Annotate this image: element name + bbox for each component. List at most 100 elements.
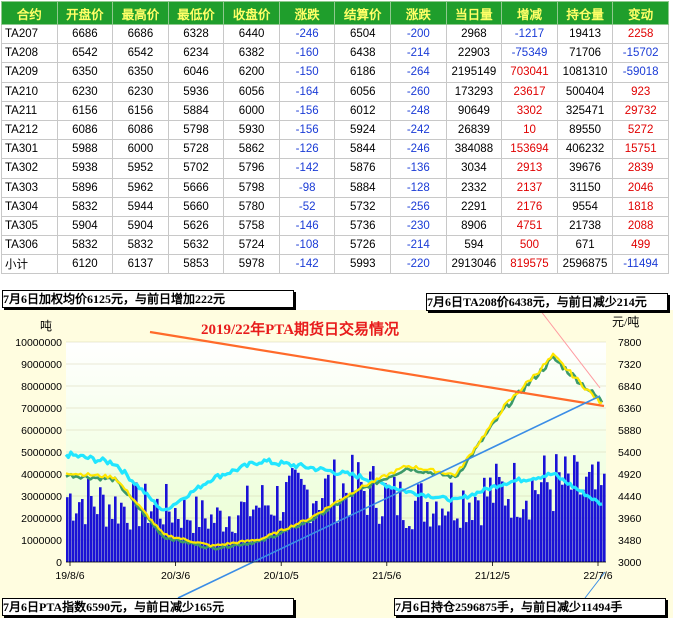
- table-cell: 2839: [612, 158, 669, 179]
- table-cell: 6086: [56, 119, 114, 141]
- left-tick-label: 2000000: [21, 513, 62, 525]
- table-cell: 500: [501, 235, 558, 256]
- volume-bar: [240, 501, 243, 562]
- table-cell: 5884: [334, 177, 392, 198]
- table-cell: 5988: [56, 139, 114, 160]
- table-cell: 6186: [334, 62, 392, 83]
- volume-bar: [99, 487, 102, 562]
- series-line: [65, 352, 603, 548]
- table-cell: TA305: [1, 215, 58, 237]
- table-cell: -248: [390, 100, 447, 121]
- volume-bar: [483, 477, 486, 562]
- volume-bar: [555, 454, 558, 562]
- table-cell: 4751: [501, 215, 558, 237]
- table-cell: 384088: [445, 139, 503, 160]
- table-cell: 6686: [112, 23, 169, 45]
- table-cell: 1818: [612, 196, 669, 217]
- column-header: 开盘价: [56, 1, 114, 25]
- volume-bar: [66, 497, 69, 562]
- volume-bar: [507, 499, 510, 562]
- volume-bar: [372, 466, 375, 562]
- volume-bar: [528, 519, 531, 562]
- volume-bar: [381, 516, 384, 562]
- volume-bar: [423, 521, 426, 562]
- volume-bar: [498, 476, 501, 562]
- table-cell: -264: [390, 62, 447, 83]
- volume-bar: [264, 505, 267, 562]
- table-cell: 3034: [445, 158, 503, 179]
- volume-bar: [117, 523, 120, 562]
- table-cell: 小计: [1, 254, 58, 275]
- volume-bar: [531, 479, 534, 562]
- table-cell: 6438: [334, 43, 392, 64]
- right-tick-label: 4440: [618, 491, 642, 503]
- table-cell: 6046: [167, 62, 225, 83]
- volume-bar: [360, 481, 363, 562]
- volume-bar: [375, 507, 378, 562]
- volume-bar: [195, 496, 198, 562]
- table-row: TA303 5896 5962 5666 5798 -98 5884 -128 2332 2137…: [1, 177, 669, 198]
- table-cell: 19413: [556, 23, 614, 45]
- volume-bar: [336, 522, 339, 562]
- volume-bar: [501, 481, 504, 562]
- pointer-line: [539, 310, 601, 389]
- table-cell: 6230: [112, 81, 169, 102]
- volume-bar: [411, 529, 414, 562]
- volume-bar: [516, 516, 519, 562]
- volume-bar: [570, 489, 573, 562]
- left-tick-label: 8000000: [21, 381, 62, 393]
- volume-bar: [276, 485, 279, 562]
- volume-bar: [114, 496, 117, 562]
- table-cell: TA209: [1, 62, 58, 83]
- volume-bar: [282, 512, 285, 562]
- volume-bar: [513, 462, 516, 562]
- column-header: 涨跌: [390, 1, 447, 25]
- volume-bar: [108, 504, 111, 562]
- x-tick-label: 20/10/5: [264, 570, 299, 582]
- table-cell: 594: [445, 235, 503, 256]
- volume-bar: [579, 494, 582, 562]
- volume-bar: [243, 502, 246, 562]
- volume-bar: [342, 483, 345, 562]
- right-tick-label: 5400: [618, 447, 642, 459]
- volume-bar: [81, 499, 84, 562]
- volume-bar: [495, 463, 498, 562]
- table-cell: -260: [390, 81, 447, 102]
- column-header: 结算价: [334, 1, 392, 25]
- right-tick-label: 6840: [618, 381, 642, 393]
- table-cell: 5924: [334, 119, 392, 141]
- table-cell: 5728: [167, 139, 225, 160]
- column-header: 当日量: [445, 1, 503, 25]
- table-cell: 6350: [112, 62, 169, 83]
- table-cell: 6156: [56, 100, 114, 121]
- axes: 0 1000000 2000000 3000000 4000000 5000000 6000…: [15, 337, 641, 582]
- table-cell: 89550: [556, 119, 614, 141]
- volume-bar: [420, 483, 423, 562]
- volume-bar: [402, 520, 405, 562]
- volume-bar: [120, 502, 123, 562]
- table-cell: 671: [556, 235, 614, 256]
- volume-bar: [162, 524, 165, 562]
- table-cell: 923: [612, 81, 669, 102]
- volume-bar: [285, 482, 288, 562]
- table-cell: 6328: [167, 23, 225, 45]
- table-cell: 5272: [612, 119, 669, 141]
- volume-bar: [450, 482, 453, 562]
- volume-bar: [522, 509, 525, 562]
- table-cell: -75349: [501, 43, 558, 64]
- table-cell: 5962: [112, 177, 169, 198]
- table-cell: -220: [390, 254, 447, 275]
- volume-bar: [519, 517, 522, 562]
- volume-bar: [441, 508, 444, 562]
- volume-bar: [378, 523, 381, 562]
- column-header: 合约: [1, 1, 58, 25]
- left-tick-label: 7000000: [21, 403, 62, 415]
- table-cell: 39676: [556, 158, 614, 179]
- volume-bar: [489, 477, 492, 562]
- volume-bar: [84, 524, 87, 562]
- volume-bar: [444, 515, 447, 562]
- volume-bar: [387, 484, 390, 562]
- table-cell: -214: [390, 43, 447, 64]
- table-cell: 6686: [56, 23, 114, 45]
- table-cell: 5798: [223, 177, 280, 198]
